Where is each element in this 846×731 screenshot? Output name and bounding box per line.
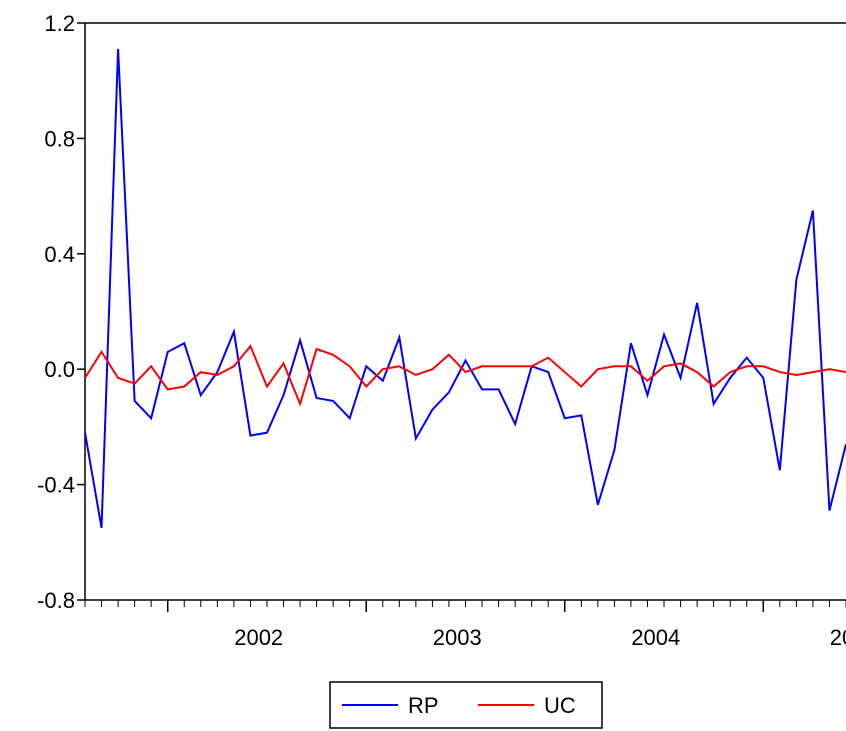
series-line-uc — [84, 344, 846, 407]
x-tick-label: 2005 — [830, 625, 846, 650]
y-axis: -0.8 -0.4 0.0 0.4 0.8 1.2 — [37, 11, 85, 613]
series-layer — [84, 48, 846, 529]
legend-label-rp: RP — [408, 693, 439, 718]
legend: RP UC — [329, 681, 603, 729]
y-tick-label: 0.8 — [44, 126, 75, 151]
legend-label-uc: UC — [544, 693, 576, 718]
x-tick-label: 2002 — [234, 625, 283, 650]
plot-frame — [84, 22, 846, 601]
x-tick-label: 2004 — [631, 625, 680, 650]
y-tick-label: 0.0 — [44, 357, 75, 382]
series-line-rp — [84, 48, 846, 529]
x-tick-label: 2003 — [433, 625, 482, 650]
x-axis: 2002 2003 2004 2005 — [84, 600, 846, 650]
y-tick-label: 0.4 — [44, 242, 75, 267]
y-tick-label: -0.4 — [37, 473, 75, 498]
y-tick-label: 1.2 — [44, 11, 75, 36]
y-tick-label: -0.8 — [37, 588, 75, 613]
